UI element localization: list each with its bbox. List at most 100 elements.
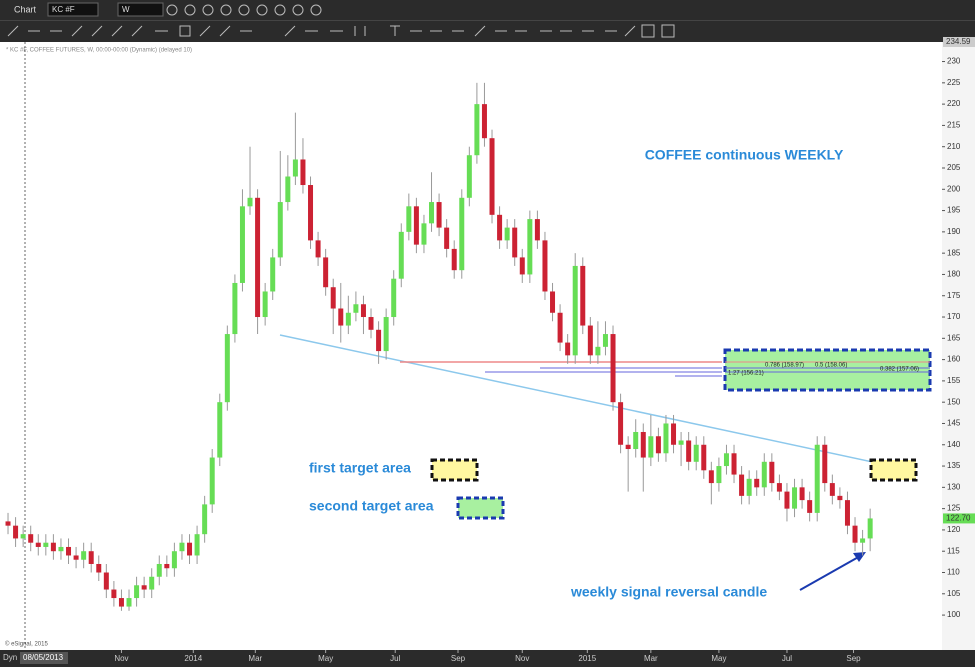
candle-body [792, 487, 798, 509]
candle-body [655, 436, 661, 454]
candle-body [217, 402, 223, 458]
interval[interactable]: W [122, 5, 130, 14]
candle-body [429, 202, 435, 224]
y-tick-label: 150 [947, 397, 961, 406]
candle-body [860, 538, 866, 543]
candle-body [550, 291, 556, 313]
x-tick-label: Sep [451, 654, 466, 663]
candle-body [686, 440, 692, 462]
candle-body [262, 291, 268, 318]
candle-body [209, 457, 215, 505]
y-tick-label: 100 [947, 610, 961, 619]
y-axis-area [942, 42, 975, 650]
candle-body [693, 444, 699, 462]
candle-body [867, 518, 873, 539]
trend-line [279, 334, 911, 471]
candle-body [383, 317, 389, 352]
last-price-box [943, 513, 975, 524]
candle-body [5, 521, 11, 526]
toolbar-divider [0, 20, 975, 21]
toolbar-icons[interactable] [7, 4, 675, 38]
candle-body [731, 453, 737, 475]
candle-body [323, 257, 329, 288]
y-tick-label: 180 [947, 270, 961, 279]
candle-body [852, 525, 858, 543]
candle-body [640, 431, 646, 458]
last-price-label: 122.70 [946, 514, 971, 523]
candle-body [28, 534, 34, 543]
y-tick-label: 140 [947, 440, 961, 449]
candle-body [315, 240, 321, 258]
candle-body [481, 104, 487, 139]
y-tick-label: 225 [947, 78, 961, 87]
candle-body [829, 483, 835, 496]
candle-body [194, 534, 200, 556]
window-title: Chart [14, 4, 37, 14]
annotation: second target area [309, 498, 434, 514]
fib-label: 0.786 (158.97) [765, 363, 804, 369]
candle-body [625, 444, 631, 450]
symbol[interactable]: KC #F [52, 5, 75, 14]
candle-body [708, 470, 714, 484]
candle-body [81, 551, 87, 560]
candle-body [844, 500, 850, 526]
candle-body [776, 483, 782, 492]
candle-body [330, 287, 336, 309]
candle-body [618, 402, 624, 445]
y-tick-label: 160 [947, 355, 961, 364]
cursor-mode: Dyn [3, 653, 17, 662]
candle-body [353, 304, 359, 313]
candle-body [504, 227, 510, 241]
range-top-label: 234.59 [946, 37, 971, 46]
candle-body [285, 176, 291, 203]
x-tick-label: May [711, 654, 726, 663]
arrow [799, 554, 863, 591]
candle-body [360, 304, 366, 318]
candle-body [103, 572, 109, 590]
candle-body [814, 444, 820, 513]
candle-body [50, 542, 56, 552]
candle-body [270, 257, 276, 292]
candle-body [746, 478, 752, 496]
candle-body [376, 329, 382, 352]
candle-body [308, 185, 314, 241]
candle-body [96, 563, 102, 573]
chart-title: COFFEE continuous WEEKLY [645, 147, 844, 163]
candle-body [534, 219, 540, 241]
chart-header: * KC #F, COFFEE FUTURES, W, 00:00-00:00 … [6, 48, 192, 54]
annotation: weekly signal reversal candle [570, 584, 767, 600]
candle-body [406, 206, 412, 232]
candle-body [247, 197, 253, 207]
plot-area [0, 42, 942, 650]
candle-body [345, 312, 351, 326]
candle-body [739, 474, 745, 496]
candle-body [701, 444, 707, 471]
cursor-date: 08/05/2013 [23, 653, 64, 662]
symbol-box[interactable] [47, 2, 99, 17]
candle-body [179, 542, 185, 552]
candle-body [610, 334, 616, 403]
candle-body [66, 546, 72, 556]
candle-body [300, 159, 306, 186]
candle-body [368, 317, 374, 330]
y-tick-label: 200 [947, 184, 961, 193]
interval-box[interactable] [117, 2, 164, 17]
candle-body [277, 202, 283, 258]
candle-body [338, 308, 344, 326]
y-tick-label: 195 [947, 206, 961, 215]
candle-body [444, 227, 450, 249]
candle-body [837, 495, 843, 501]
candle-body [35, 542, 41, 547]
y-tick-label: 220 [947, 99, 961, 108]
y-tick-label: 170 [947, 312, 961, 321]
candle-body [134, 585, 140, 599]
y-tick-label: 165 [947, 333, 961, 342]
x-tick-label: Nov [515, 654, 529, 663]
candle-body [648, 436, 654, 458]
candle-body [489, 138, 495, 215]
legend-swatch [430, 458, 479, 482]
candle-body [784, 491, 790, 509]
y-tick-label: 105 [947, 589, 961, 598]
y-tick-label: 135 [947, 461, 961, 470]
candle-body [527, 219, 533, 275]
